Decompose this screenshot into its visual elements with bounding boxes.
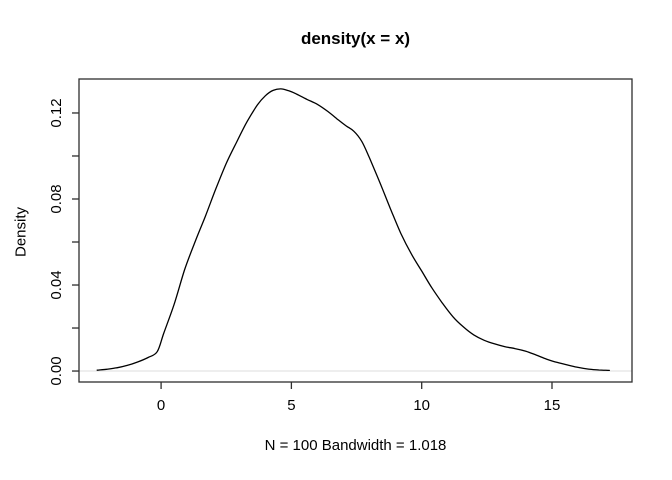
- x-tick-label: 15: [544, 397, 561, 414]
- x-tick-label: 10: [413, 397, 430, 414]
- y-tick-label: 0.12: [48, 98, 65, 127]
- y-tick-label: 0.04: [48, 270, 65, 299]
- y-tick-label: 0.00: [48, 356, 65, 385]
- y-tick-label: 0.08: [48, 184, 65, 213]
- density-curve: [96, 88, 610, 372]
- chart-title: density(x = x): [300, 29, 411, 48]
- x-axis-label: N = 100 Bandwidth = 1.018: [264, 437, 447, 454]
- plot-box: [78, 78, 633, 383]
- y-axis-label-text: Density: [12, 206, 30, 258]
- x-tick-label: 0: [157, 397, 165, 414]
- x-tick-label: 5: [287, 397, 295, 414]
